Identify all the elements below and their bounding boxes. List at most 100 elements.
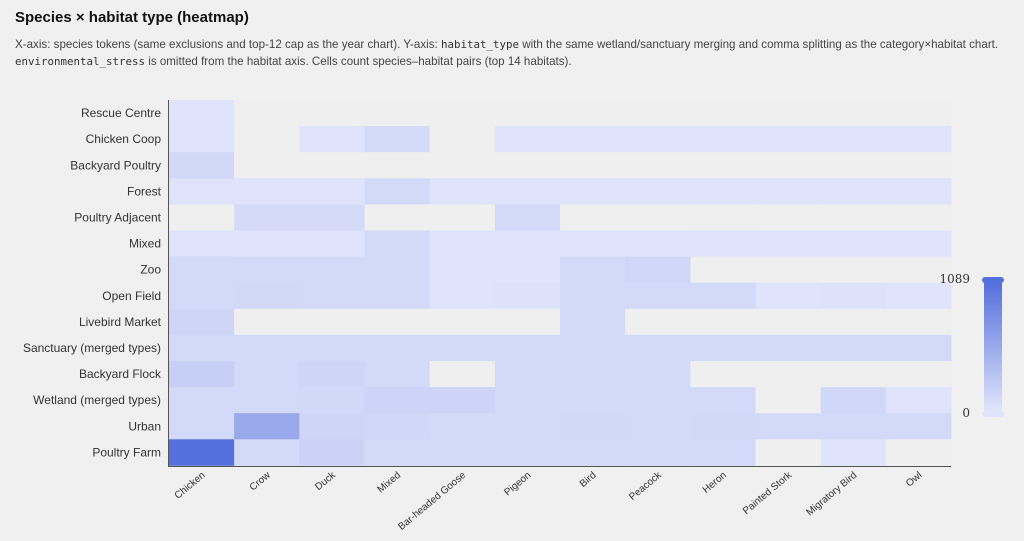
heatmap-cell-backyard-poultry-peacock[interactable]	[625, 152, 691, 179]
heatmap-cell-chicken-coop-heron[interactable]	[690, 126, 756, 153]
heatmap-cell-forest-duck[interactable]	[299, 178, 365, 205]
heatmap-cell-rescue-centre-heron[interactable]	[690, 100, 756, 127]
heatmap-cell-sanctuary-merged-types-peacock[interactable]	[625, 334, 691, 362]
heatmap-cell-open-field-mixed[interactable]	[364, 282, 431, 310]
heatmap-cell-rescue-centre-mixed[interactable]	[364, 100, 431, 127]
heatmap-cell-zoo-owl[interactable]	[885, 256, 952, 284]
heatmap-cell-backyard-poultry-crow[interactable]	[234, 152, 300, 179]
heatmap-cell-poultry-farm-duck[interactable]	[299, 439, 365, 466]
heatmap-cell-wetland-merged-types-painted-stork[interactable]	[755, 387, 822, 414]
heatmap-cell-backyard-flock-heron[interactable]	[690, 361, 756, 388]
heatmap-cell-livebird-market-bird[interactable]	[560, 308, 626, 336]
heatmap-cell-sanctuary-merged-types-duck[interactable]	[299, 334, 365, 362]
heatmap-cell-wetland-merged-types-duck[interactable]	[299, 387, 365, 414]
heatmap-cell-poultry-farm-owl[interactable]	[885, 439, 952, 466]
heatmap-cell-sanctuary-merged-types-painted-stork[interactable]	[755, 334, 822, 362]
heatmap-cell-forest-owl[interactable]	[885, 178, 952, 205]
heatmap-cell-backyard-poultry-duck[interactable]	[299, 152, 365, 179]
heatmap-cell-rescue-centre-bar-headed-goose[interactable]	[429, 100, 496, 127]
heatmap-cell-poultry-adjacent-owl[interactable]	[885, 204, 952, 231]
heatmap-cell-backyard-flock-peacock[interactable]	[625, 361, 691, 388]
heatmap-cell-sanctuary-merged-types-owl[interactable]	[885, 334, 952, 362]
heatmap-cell-zoo-pigeon[interactable]	[494, 256, 561, 284]
heatmap-cell-livebird-market-owl[interactable]	[885, 308, 952, 336]
heatmap-cell-wetland-merged-types-owl[interactable]	[885, 387, 952, 414]
heatmap-cell-poultry-farm-chicken[interactable]	[169, 439, 235, 466]
visual-map-handle-bottom[interactable]	[982, 411, 1004, 417]
heatmap-cell-livebird-market-duck[interactable]	[299, 308, 365, 336]
heatmap-cell-livebird-market-chicken[interactable]	[169, 308, 235, 336]
heatmap-cell-sanctuary-merged-types-bar-headed-goose[interactable]	[429, 334, 496, 362]
heatmap-cell-poultry-farm-bird[interactable]	[560, 439, 626, 466]
heatmap-cell-backyard-flock-painted-stork[interactable]	[755, 361, 822, 388]
heatmap-cell-livebird-market-migratory-bird[interactable]	[820, 308, 887, 336]
heatmap-cell-backyard-flock-duck[interactable]	[299, 361, 365, 388]
heatmap-cell-backyard-flock-owl[interactable]	[885, 361, 952, 388]
heatmap-cell-wetland-merged-types-migratory-bird[interactable]	[820, 387, 887, 414]
heatmap-cell-open-field-crow[interactable]	[234, 282, 300, 310]
heatmap-cell-zoo-chicken[interactable]	[169, 256, 235, 284]
heatmap-cell-zoo-painted-stork[interactable]	[755, 256, 822, 284]
heatmap-cell-open-field-migratory-bird[interactable]	[820, 282, 887, 310]
heatmap-cell-livebird-market-crow[interactable]	[234, 308, 300, 336]
heatmap-cell-chicken-coop-peacock[interactable]	[625, 126, 691, 153]
heatmap-cell-urban-migratory-bird[interactable]	[820, 413, 887, 440]
heatmap-cell-chicken-coop-bar-headed-goose[interactable]	[429, 126, 496, 153]
heatmap-cell-forest-mixed[interactable]	[364, 178, 431, 205]
heatmap-cell-forest-chicken[interactable]	[169, 178, 235, 205]
heatmap-cell-forest-bar-headed-goose[interactable]	[429, 178, 496, 205]
heatmap-cell-livebird-market-bar-headed-goose[interactable]	[429, 308, 496, 336]
heatmap-cell-sanctuary-merged-types-bird[interactable]	[560, 334, 626, 362]
heatmap-cell-zoo-bar-headed-goose[interactable]	[429, 256, 496, 284]
heatmap-cell-chicken-coop-pigeon[interactable]	[494, 126, 561, 153]
heatmap-cell-rescue-centre-duck[interactable]	[299, 100, 365, 127]
heatmap-cell-poultry-adjacent-heron[interactable]	[690, 204, 756, 231]
heatmap-cell-zoo-mixed[interactable]	[364, 256, 431, 284]
heatmap-cell-rescue-centre-chicken[interactable]	[169, 100, 235, 127]
heatmap-cell-rescue-centre-migratory-bird[interactable]	[820, 100, 887, 127]
heatmap-cell-chicken-coop-chicken[interactable]	[169, 126, 235, 153]
heatmap-cell-forest-bird[interactable]	[560, 178, 626, 205]
heatmap-cell-forest-painted-stork[interactable]	[755, 178, 822, 205]
heatmap-cell-livebird-market-pigeon[interactable]	[494, 308, 561, 336]
heatmap-cell-livebird-market-heron[interactable]	[690, 308, 756, 336]
heatmap-cell-poultry-farm-bar-headed-goose[interactable]	[429, 439, 496, 466]
heatmap-cell-livebird-market-peacock[interactable]	[625, 308, 691, 336]
heatmap-cell-open-field-peacock[interactable]	[625, 282, 691, 310]
heatmap-cell-poultry-farm-pigeon[interactable]	[494, 439, 561, 466]
heatmap-cell-urban-chicken[interactable]	[169, 413, 235, 440]
heatmap-cell-poultry-adjacent-duck[interactable]	[299, 204, 365, 231]
heatmap-cell-wetland-merged-types-chicken[interactable]	[169, 387, 235, 414]
heatmap-cell-mixed-chicken[interactable]	[169, 230, 235, 258]
heatmap-cell-zoo-bird[interactable]	[560, 256, 626, 284]
heatmap-cell-mixed-duck[interactable]	[299, 230, 365, 258]
heatmap-cell-open-field-bird[interactable]	[560, 282, 626, 310]
heatmap-cell-open-field-owl[interactable]	[885, 282, 952, 310]
heatmap-cell-poultry-farm-mixed[interactable]	[364, 439, 431, 466]
heatmap-cell-wetland-merged-types-bird[interactable]	[560, 387, 626, 414]
heatmap-cell-chicken-coop-painted-stork[interactable]	[755, 126, 822, 153]
heatmap-cell-livebird-market-painted-stork[interactable]	[755, 308, 822, 336]
heatmap-cell-poultry-adjacent-bird[interactable]	[560, 204, 626, 231]
heatmap-cell-backyard-poultry-bar-headed-goose[interactable]	[429, 152, 496, 179]
heatmap-cell-urban-heron[interactable]	[690, 413, 756, 440]
heatmap-cell-forest-peacock[interactable]	[625, 178, 691, 205]
heatmap-cell-backyard-flock-crow[interactable]	[234, 361, 300, 388]
heatmap-cell-rescue-centre-bird[interactable]	[560, 100, 626, 127]
heatmap-cell-poultry-adjacent-crow[interactable]	[234, 204, 300, 231]
heatmap-cell-wetland-merged-types-pigeon[interactable]	[494, 387, 561, 414]
heatmap-cell-urban-pigeon[interactable]	[494, 413, 561, 440]
heatmap-cell-urban-owl[interactable]	[885, 413, 952, 440]
heatmap-cell-poultry-farm-peacock[interactable]	[625, 439, 691, 466]
heatmap-cell-poultry-farm-migratory-bird[interactable]	[820, 439, 887, 466]
heatmap-cell-open-field-bar-headed-goose[interactable]	[429, 282, 496, 310]
heatmap-cell-open-field-heron[interactable]	[690, 282, 756, 310]
heatmap-cell-mixed-peacock[interactable]	[625, 230, 691, 258]
heatmap-cell-wetland-merged-types-peacock[interactable]	[625, 387, 691, 414]
heatmap-cell-rescue-centre-crow[interactable]	[234, 100, 300, 127]
heatmap-cell-rescue-centre-owl[interactable]	[885, 100, 952, 127]
heatmap-cell-mixed-migratory-bird[interactable]	[820, 230, 887, 258]
heatmap-cell-chicken-coop-crow[interactable]	[234, 126, 300, 153]
heatmap-cell-sanctuary-merged-types-crow[interactable]	[234, 334, 300, 362]
heatmap-cell-livebird-market-mixed[interactable]	[364, 308, 431, 336]
